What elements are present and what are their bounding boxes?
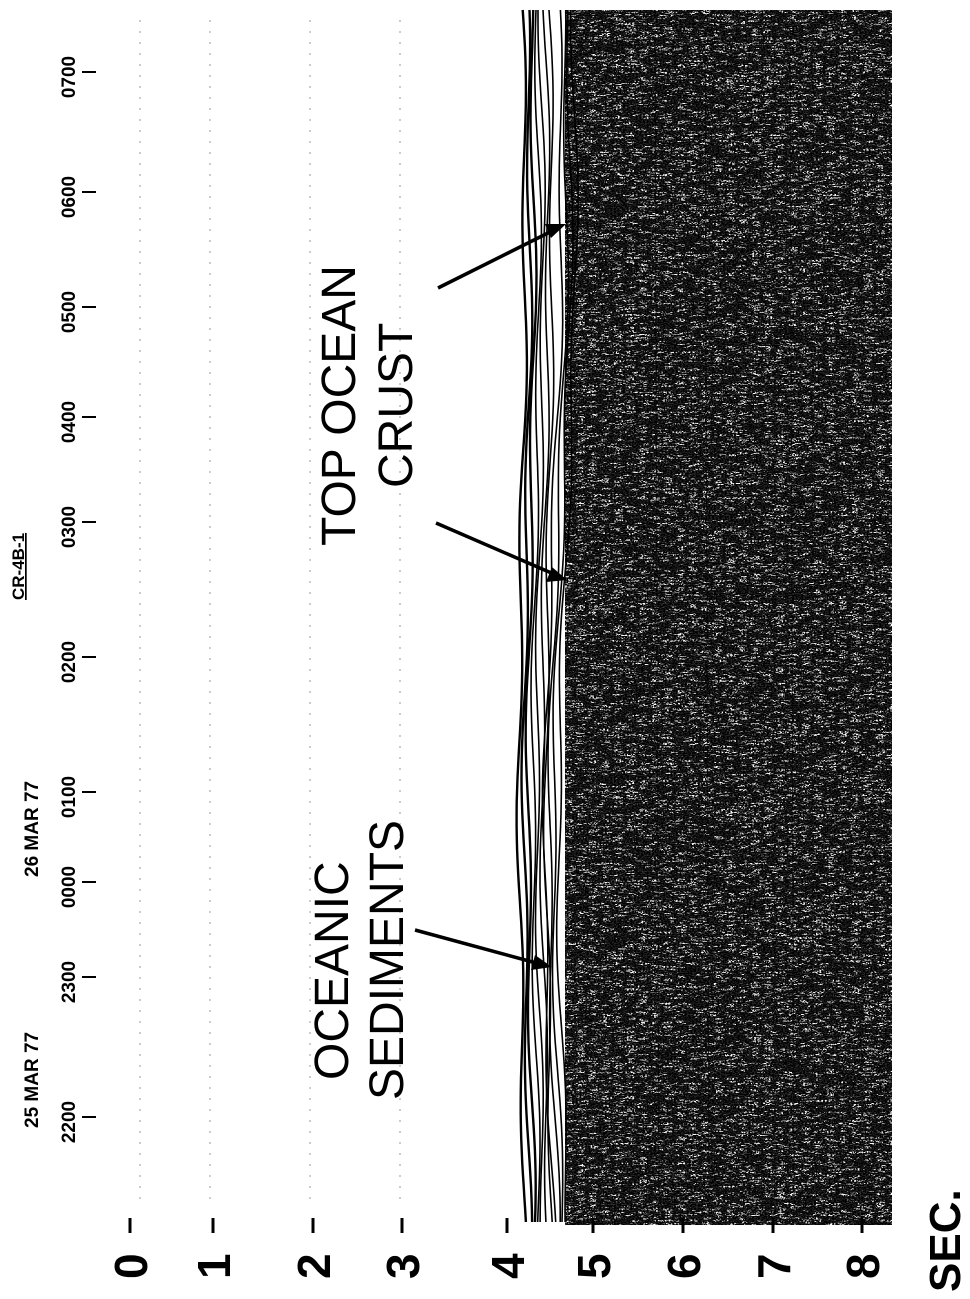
- time-tick-label: 0100: [59, 776, 80, 818]
- vertical-trace-lines: [654, 29, 795, 1221]
- top-ocean-crust-line-2: CRUST: [370, 323, 423, 488]
- reflector-line: [547, 9, 570, 1222]
- time-tick-label: 0300: [59, 506, 80, 548]
- reflector-lines: [515, 9, 579, 1223]
- reflector-line: [524, 9, 538, 1223]
- date-label-25-mar: 25 MAR 77: [22, 1032, 43, 1128]
- depth-unit-label: SEC.: [921, 1189, 970, 1292]
- depth-tick-label: 2: [288, 1253, 340, 1279]
- oceanic-sediments-line-2: SEDIMENTS: [361, 820, 414, 1100]
- time-tick-label: 0700: [59, 56, 80, 98]
- date-label-26-mar: 26 MAR 77: [22, 781, 43, 877]
- depth-tick-label: 1: [188, 1253, 240, 1279]
- oceanic-sediments-annotation: OCEANIC SEDIMENTS: [306, 820, 552, 1100]
- top-ocean-crust-arrow-lower: [435, 521, 557, 577]
- depth-tick-label: 5: [568, 1253, 620, 1279]
- reflector-line: [520, 9, 534, 1223]
- depth-tick-label: 0: [105, 1253, 157, 1279]
- time-tick-label: 0400: [59, 401, 80, 443]
- trace-line: [654, 29, 660, 1221]
- time-tick-label: 0600: [59, 176, 80, 218]
- trace-line: [789, 29, 795, 1221]
- depth-tick-label: 6: [658, 1253, 710, 1279]
- depth-tick-label: 8: [837, 1253, 889, 1279]
- time-tick-label: 0000: [59, 866, 80, 908]
- time-tick-label: 2200: [59, 1101, 80, 1143]
- depth-tick-label: 3: [377, 1253, 429, 1279]
- noise-layer-2: [565, 10, 892, 1225]
- top-ocean-crust-annotation: TOP OCEAN CRUST: [313, 224, 567, 582]
- top-ocean-crust-arrow-upper: [437, 227, 557, 290]
- depth-tick-label: 7: [748, 1253, 800, 1279]
- oceanic-sediments-line-1: OCEANIC: [306, 861, 359, 1080]
- date-labels: 25 MAR 77 26 MAR 77 CR-4B-1: [9, 533, 43, 1128]
- time-tick-label: 0500: [59, 291, 80, 333]
- top-ocean-crust-arrowhead-lower: [546, 567, 567, 582]
- depth-tick-label: 4: [482, 1253, 534, 1279]
- time-tick-label: 0200: [59, 641, 80, 683]
- station-label: CR-4B-1: [9, 533, 28, 600]
- reflector-line: [541, 9, 564, 1223]
- reflector-line: [530, 9, 543, 1223]
- depth-axis: 0 1 2 3 4 5 6 7 8: [105, 1218, 889, 1279]
- top-ocean-crust-arrowhead-upper: [545, 224, 566, 238]
- reflector-line: [555, 10, 579, 1223]
- reflector-line: [534, 10, 547, 1223]
- time-tick-label: 2300: [59, 961, 80, 1003]
- oceanic-sediments-arrow: [414, 928, 541, 966]
- reflector-line: [515, 9, 529, 1223]
- trace-line: [704, 29, 710, 1221]
- time-axis: 2200 2300 0000 0100 0200 0300 0400 0500 0600 0700: [59, 56, 96, 1143]
- top-ocean-crust-line-1: TOP OCEAN: [313, 265, 366, 546]
- reflector-line: [551, 9, 574, 1223]
- seismic-record: [515, 9, 892, 1225]
- oceanic-sediments-arrowhead: [531, 955, 552, 970]
